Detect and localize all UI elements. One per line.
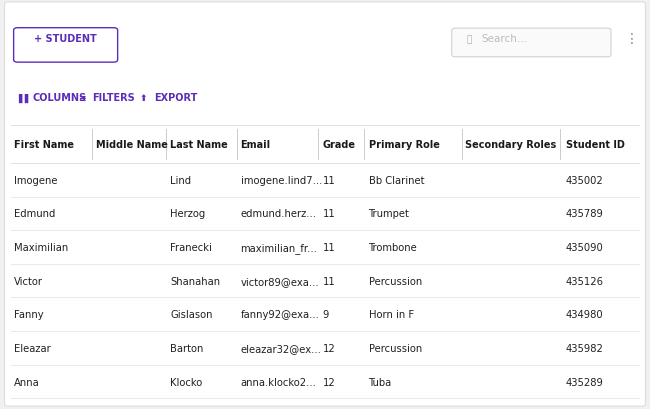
Text: Email: Email — [240, 140, 270, 150]
Text: Shanahan: Shanahan — [170, 276, 220, 286]
Text: 12: 12 — [322, 377, 335, 387]
Text: eleazar32@ex...: eleazar32@ex... — [240, 343, 321, 353]
Text: victor89@exa...: victor89@exa... — [240, 276, 319, 286]
Text: Percussion: Percussion — [369, 276, 422, 286]
Text: 11: 11 — [322, 209, 335, 219]
Text: Gislason: Gislason — [170, 310, 213, 319]
Text: EXPORT: EXPORT — [154, 93, 198, 103]
Text: Tuba: Tuba — [369, 377, 392, 387]
Text: 435789: 435789 — [566, 209, 603, 219]
Text: 11: 11 — [322, 276, 335, 286]
Text: ≡: ≡ — [78, 94, 86, 103]
Text: imogene.lind7...: imogene.lind7... — [240, 175, 322, 185]
Text: Eleazar: Eleazar — [14, 343, 51, 353]
Text: 12: 12 — [322, 343, 335, 353]
Text: 11: 11 — [322, 175, 335, 185]
Text: Lind: Lind — [170, 175, 192, 185]
Text: FILTERS: FILTERS — [92, 93, 135, 103]
Text: ▌▌: ▌▌ — [18, 94, 32, 103]
Text: Last Name: Last Name — [170, 140, 228, 150]
Text: ⋮: ⋮ — [625, 32, 639, 46]
Text: 435126: 435126 — [566, 276, 603, 286]
Text: Grade: Grade — [322, 140, 356, 150]
Text: 11: 11 — [322, 243, 335, 252]
Text: Student ID: Student ID — [566, 140, 625, 150]
Text: ⬆: ⬆ — [140, 94, 148, 103]
Text: Search...: Search... — [481, 34, 527, 44]
Text: Franecki: Franecki — [170, 243, 212, 252]
Text: Horn in F: Horn in F — [369, 310, 413, 319]
Text: Secondary Roles: Secondary Roles — [465, 140, 556, 150]
Text: edmund.herz...: edmund.herz... — [240, 209, 317, 219]
FancyBboxPatch shape — [452, 29, 611, 58]
Text: Bb Clarinet: Bb Clarinet — [369, 175, 424, 185]
Text: Trumpet: Trumpet — [369, 209, 410, 219]
Text: Maximilian: Maximilian — [14, 243, 68, 252]
Text: Victor: Victor — [14, 276, 44, 286]
Text: 435982: 435982 — [566, 343, 603, 353]
Text: COLUMNS: COLUMNS — [32, 93, 86, 103]
Text: 435090: 435090 — [566, 243, 603, 252]
Text: Edmund: Edmund — [14, 209, 56, 219]
Text: 9: 9 — [322, 310, 329, 319]
Text: Anna: Anna — [14, 377, 40, 387]
Text: Barton: Barton — [170, 343, 203, 353]
Text: fanny92@exa...: fanny92@exa... — [240, 310, 319, 319]
Text: 434980: 434980 — [566, 310, 603, 319]
Text: Primary Role: Primary Role — [369, 140, 439, 150]
Text: maximilian_fr...: maximilian_fr... — [240, 242, 317, 253]
Text: Fanny: Fanny — [14, 310, 44, 319]
Text: Herzog: Herzog — [170, 209, 205, 219]
Text: Trombone: Trombone — [369, 243, 417, 252]
Text: 435002: 435002 — [566, 175, 603, 185]
Text: Klocko: Klocko — [170, 377, 203, 387]
Text: Percussion: Percussion — [369, 343, 422, 353]
FancyBboxPatch shape — [5, 3, 645, 406]
Text: First Name: First Name — [14, 140, 74, 150]
Text: 435289: 435289 — [566, 377, 603, 387]
Text: 🔍: 🔍 — [467, 35, 472, 44]
FancyBboxPatch shape — [14, 29, 118, 63]
Text: anna.klocko2...: anna.klocko2... — [240, 377, 317, 387]
Text: Middle Name: Middle Name — [96, 140, 168, 150]
Text: Imogene: Imogene — [14, 175, 58, 185]
Text: + STUDENT: + STUDENT — [34, 34, 97, 44]
